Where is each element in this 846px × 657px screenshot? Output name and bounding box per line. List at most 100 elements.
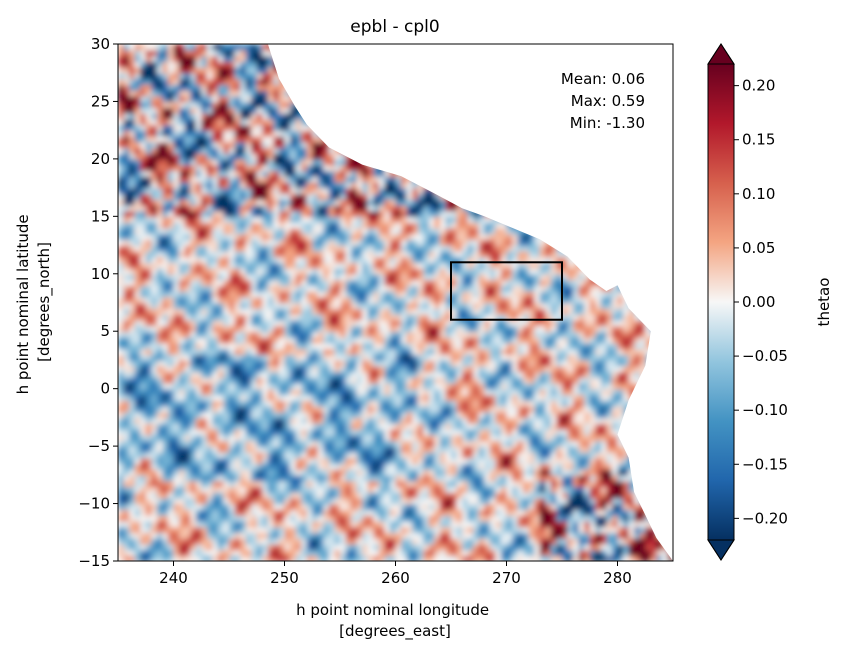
heat-cell xyxy=(278,262,286,269)
heat-cell xyxy=(162,158,169,166)
heat-cell xyxy=(179,446,186,453)
heat-cell xyxy=(206,423,214,430)
heat-cell xyxy=(162,245,169,252)
heat-cell xyxy=(140,486,147,493)
heat-cell xyxy=(412,319,419,327)
heat-cell xyxy=(201,296,208,304)
heat-cell xyxy=(384,400,391,407)
heat-cell xyxy=(273,227,280,235)
heat-cell xyxy=(156,273,164,281)
heat-cell xyxy=(240,268,247,275)
heat-cell xyxy=(179,268,186,275)
heat-cell xyxy=(395,296,402,304)
heat-cell xyxy=(378,440,386,447)
heat-cell xyxy=(273,101,280,108)
heat-cell xyxy=(334,365,341,373)
heat-cell xyxy=(145,44,153,51)
heat-cell xyxy=(312,279,319,287)
heat-cell xyxy=(118,296,125,304)
heat-cell xyxy=(406,526,413,534)
heat-cell xyxy=(301,268,308,275)
heat-cell xyxy=(389,268,397,275)
heat-cell xyxy=(340,222,347,229)
heat-cell xyxy=(223,245,230,252)
heat-cell xyxy=(412,354,419,361)
heat-cell xyxy=(240,509,247,516)
heat-cell xyxy=(217,463,225,470)
heat-cell xyxy=(240,170,247,177)
heat-cell xyxy=(145,354,153,361)
heat-cell xyxy=(384,354,391,361)
heat-cell xyxy=(145,382,153,390)
heat-cell xyxy=(323,319,330,327)
heat-cell xyxy=(423,319,430,327)
heat-cell xyxy=(284,141,291,149)
heat-cell xyxy=(323,497,330,505)
heat-cell xyxy=(306,233,314,241)
heat-cell xyxy=(267,216,275,223)
heat-cell xyxy=(129,233,136,241)
heat-cell xyxy=(223,55,230,63)
heat-cell xyxy=(167,164,175,172)
heat-cell xyxy=(223,359,230,367)
heat-cell xyxy=(118,279,125,287)
heat-cell xyxy=(290,164,297,172)
heat-cell xyxy=(328,193,336,200)
heat-cell xyxy=(118,216,125,223)
heat-cell xyxy=(334,199,341,206)
heat-cell xyxy=(389,451,397,459)
heat-cell xyxy=(123,342,130,350)
heat-cell xyxy=(245,147,252,154)
heat-cell xyxy=(162,336,169,344)
heat-cell xyxy=(373,302,380,310)
heat-cell xyxy=(345,405,352,413)
heat-cell xyxy=(251,210,258,218)
heat-cell xyxy=(323,509,330,516)
heat-cell xyxy=(295,204,302,212)
heat-cell xyxy=(362,262,369,269)
heat-cell xyxy=(151,66,158,74)
heat-cell xyxy=(423,503,430,511)
heat-cell xyxy=(206,451,214,459)
heat-cell xyxy=(206,262,214,269)
heat-cell xyxy=(156,44,164,51)
heat-cell xyxy=(167,405,175,413)
heat-cell xyxy=(362,515,369,522)
heat-cell xyxy=(151,509,158,516)
heat-cell xyxy=(351,486,358,493)
heat-cell xyxy=(240,210,247,218)
heat-cell xyxy=(262,44,269,51)
heat-cell xyxy=(195,49,203,57)
heat-cell xyxy=(151,302,158,310)
heat-cell xyxy=(184,262,191,269)
heat-cell xyxy=(184,313,191,321)
heat-cell xyxy=(212,509,219,516)
heat-cell xyxy=(245,400,252,407)
heat-cell xyxy=(351,549,358,557)
heat-cell xyxy=(312,457,319,465)
heat-cell xyxy=(306,532,314,539)
heat-cell xyxy=(306,268,314,275)
heat-cell xyxy=(167,474,175,482)
heat-cell xyxy=(201,538,208,545)
heat-cell xyxy=(123,313,130,321)
heat-cell xyxy=(378,446,386,453)
heat-cell xyxy=(340,348,347,355)
heat-cell xyxy=(362,411,369,419)
heat-cell xyxy=(356,250,363,258)
heat-cell xyxy=(162,210,169,218)
heat-cell xyxy=(306,457,314,465)
heat-cell xyxy=(301,543,308,551)
heat-cell xyxy=(229,135,236,143)
heat-cell xyxy=(256,124,264,131)
heat-cell xyxy=(362,164,369,172)
heat-cell xyxy=(173,440,180,447)
heat-cell xyxy=(401,181,408,189)
heat-cell xyxy=(317,434,325,442)
heat-cell xyxy=(162,78,169,86)
heat-cell xyxy=(273,199,280,206)
heat-cell xyxy=(118,204,125,212)
heat-cell xyxy=(184,147,191,154)
heat-cell xyxy=(328,285,336,292)
heat-cell xyxy=(273,176,280,183)
